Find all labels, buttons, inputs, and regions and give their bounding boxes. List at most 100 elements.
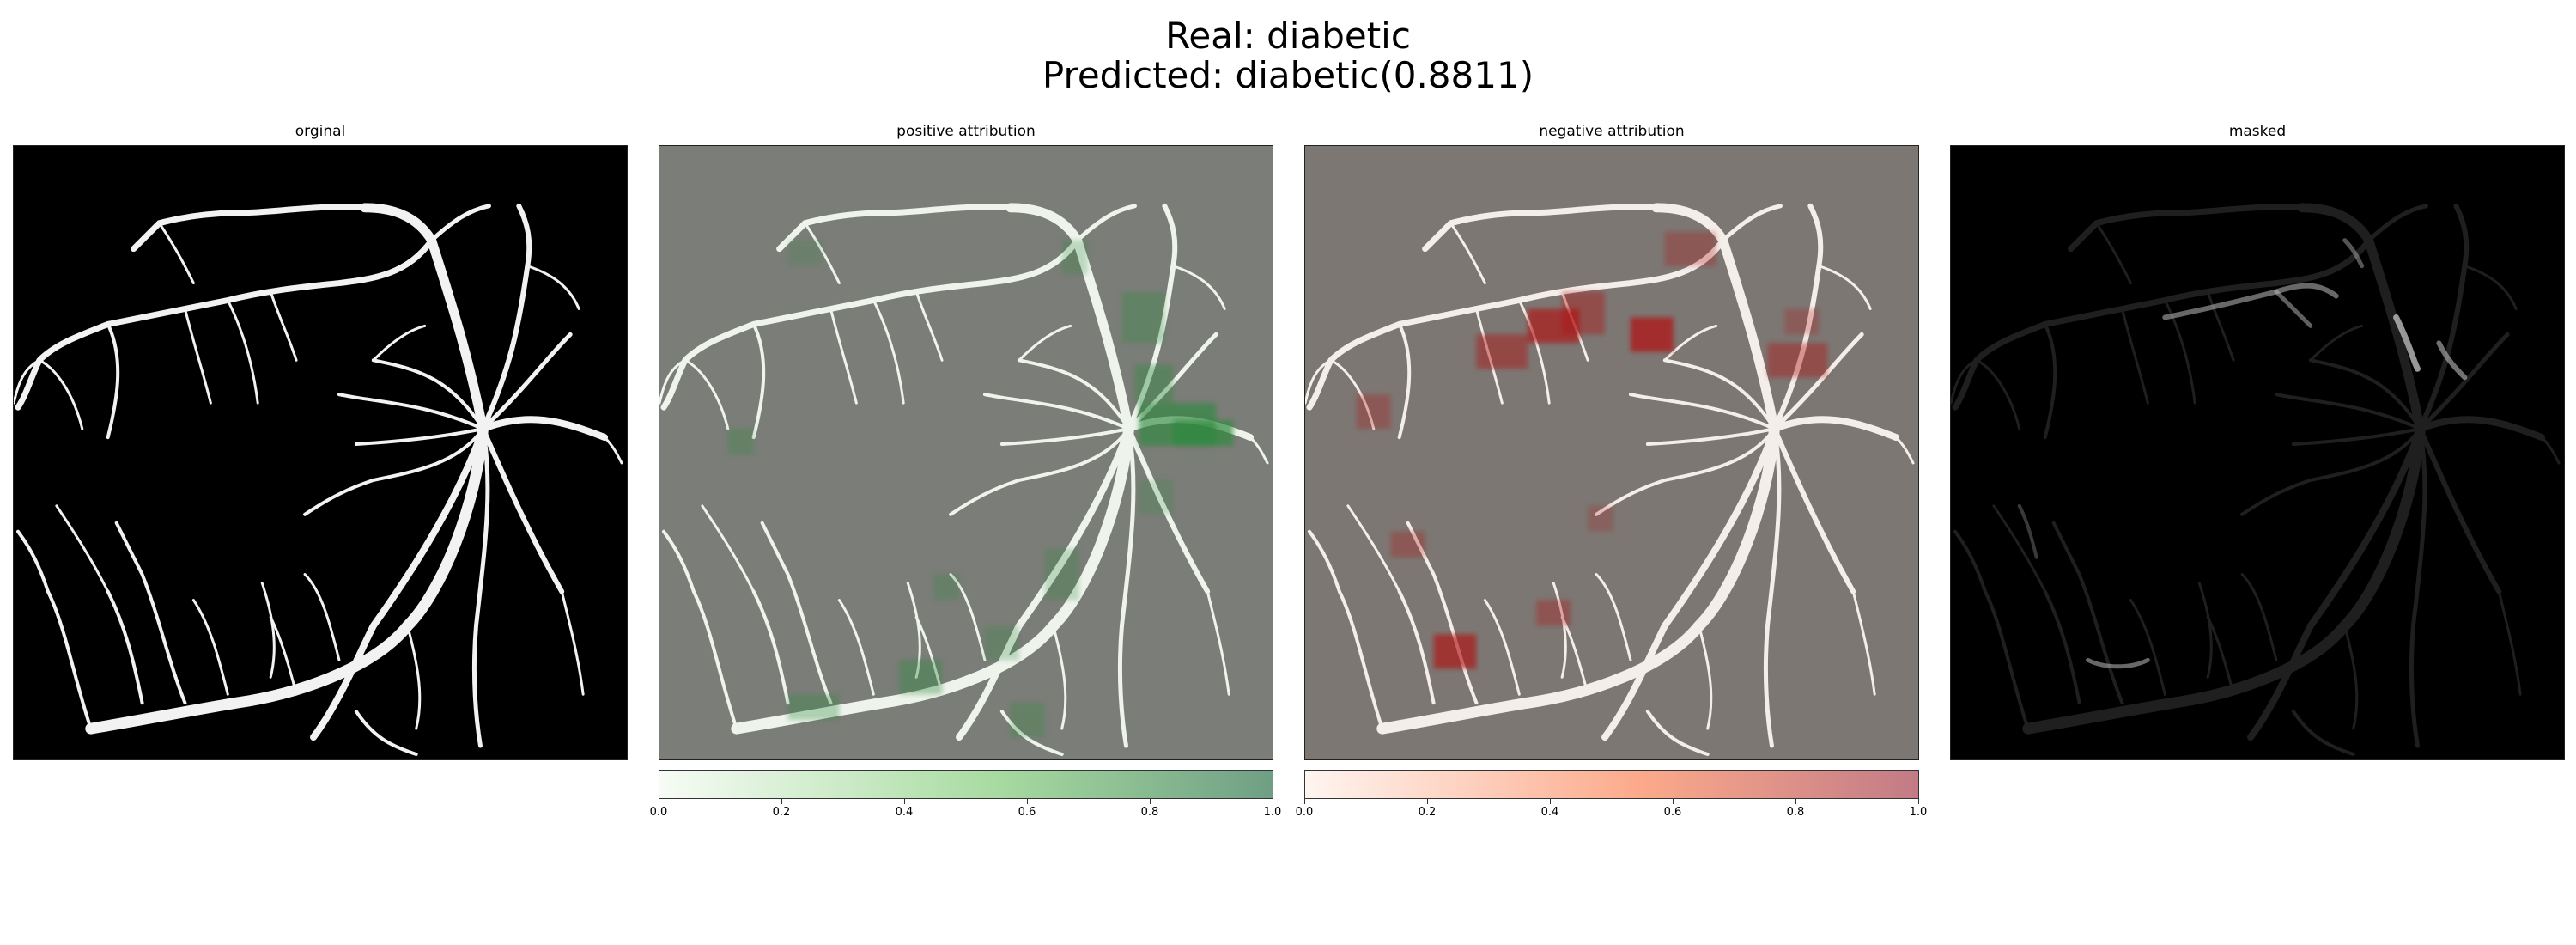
vessel-segment	[2240, 573, 2278, 662]
vessel-segment	[14, 358, 41, 405]
vessel-segment	[1771, 332, 1864, 431]
vessel-segment	[906, 582, 921, 679]
vessel-segment	[131, 204, 368, 253]
masked-vessel-highlight	[2342, 238, 2365, 269]
masked-vessel-highlight	[2274, 290, 2313, 328]
vessel-segment	[2463, 265, 2518, 310]
vessel-segment	[106, 322, 120, 440]
vessel-segment	[1117, 426, 1136, 748]
vessel-segment	[2206, 290, 2235, 362]
vessel-segment	[406, 624, 422, 730]
negative-colorbar-tick	[1673, 799, 1674, 804]
vessel-segment	[85, 423, 489, 735]
negative-attribution-panel	[1304, 145, 1919, 760]
positive-colorbar-tick	[904, 799, 905, 804]
masked-vessel-highlight	[2017, 503, 2038, 559]
vessel-segment	[1307, 529, 1384, 731]
vessel-segment	[269, 290, 298, 362]
panel-title-positive: positive attribution	[896, 123, 1036, 140]
negative-colorbar-tick-label: 1.0	[1909, 806, 1928, 819]
negative-colorbar-tick	[1918, 799, 1919, 804]
vessel-segment	[480, 426, 565, 594]
negative-colorbar-tick	[1550, 799, 1551, 804]
positive-heat-patch	[1010, 703, 1045, 738]
negative-heat-patch	[1588, 505, 1613, 532]
vessel-segment	[2366, 204, 2428, 243]
negative-heat-patch	[1767, 343, 1828, 378]
vessel-segment	[2309, 324, 2364, 362]
negative-heat-patch	[1476, 334, 1528, 369]
vessel-segment	[804, 222, 841, 285]
positive-heat-patch	[1139, 479, 1174, 515]
vessel-segment	[2043, 322, 2057, 440]
positive-heat-patch	[1134, 364, 1174, 404]
vessel-segment	[1422, 204, 1660, 253]
vessel-segment	[360, 203, 488, 434]
vessel-segment	[914, 615, 944, 696]
vessel-segment	[2416, 416, 2546, 442]
vessel-segment	[2417, 426, 2502, 594]
vessel-segment	[751, 589, 790, 705]
masked-vessel-image	[1951, 146, 2564, 759]
vessel-segment	[158, 222, 195, 285]
negative-colorbar-tick	[1795, 799, 1796, 804]
vessel-segment	[1975, 358, 2021, 430]
vessel-segment	[2247, 425, 2424, 741]
vessel-segment	[2240, 427, 2422, 516]
vessel-segment	[2343, 624, 2359, 730]
masked-vessel-highlight	[2393, 314, 2421, 372]
positive-colorbar-tick-label: 0.4	[895, 806, 914, 819]
vessel-segment	[1560, 615, 1589, 696]
vessel-segment	[1017, 358, 1131, 431]
negative-colorbar-tick-label: 0.6	[1663, 806, 1682, 819]
vessel-segment	[1376, 423, 1780, 735]
vessel-segment	[114, 521, 187, 705]
negative-heat-patch	[1528, 308, 1580, 344]
vessel-segment	[1206, 590, 1230, 696]
negative-heat-patch	[1536, 600, 1571, 626]
vessel-segment	[731, 423, 1134, 735]
vessel-segment	[1953, 529, 2030, 731]
vessel-segment	[2291, 710, 2355, 757]
positive-colorbar-tick	[1027, 799, 1028, 804]
vessel-segment	[337, 393, 485, 431]
vessel-segment	[2206, 615, 2235, 696]
vessel-segment	[914, 290, 944, 362]
vessel-segment	[1474, 307, 1504, 405]
vessel-segment	[303, 573, 341, 662]
vessel-segment	[2068, 204, 2306, 253]
vessel-segment	[751, 322, 766, 440]
vessel-segment	[2051, 521, 2124, 705]
vessel-segment	[1397, 322, 1412, 440]
figure-title-real: Real: diabetic	[1165, 15, 1411, 57]
positive-heat-patch	[1173, 420, 1234, 447]
vessel-segment	[2022, 423, 2426, 735]
vessel-segment	[310, 425, 487, 741]
vessel-segment	[106, 589, 144, 705]
vessel-segment	[260, 582, 276, 679]
vessel-segment	[371, 358, 485, 431]
vessel-segment	[701, 504, 756, 594]
vessel-segment	[1817, 265, 1872, 310]
positive-heat-patch	[899, 660, 943, 695]
positive-colorbar	[659, 770, 1273, 799]
vessel-segment	[1721, 204, 1783, 243]
panel-title-negative: negative attribution	[1539, 123, 1685, 140]
vessel-segment	[1662, 358, 1777, 431]
positive-colorbar-tick-label: 1.0	[1263, 806, 1282, 819]
vessel-segment	[2163, 299, 2196, 405]
vessel-segment	[191, 599, 229, 696]
vessel-segment	[1449, 222, 1486, 285]
negative-colorbar-tick-label: 0.0	[1295, 806, 1314, 819]
positive-colorbar-tick	[1150, 799, 1151, 804]
vessel-segment	[429, 204, 491, 243]
vessel-segment	[1305, 358, 1333, 405]
positive-heat-patch	[1121, 291, 1165, 344]
negative-heat-patch	[1784, 308, 1820, 335]
vessel-segment	[829, 307, 858, 405]
negative-heat-patch	[1562, 291, 1606, 335]
vessel-segment	[949, 427, 1131, 516]
negative-attribution-image	[1305, 146, 1918, 759]
vessel-segment	[2417, 203, 2470, 432]
vessel-segment	[226, 299, 259, 405]
